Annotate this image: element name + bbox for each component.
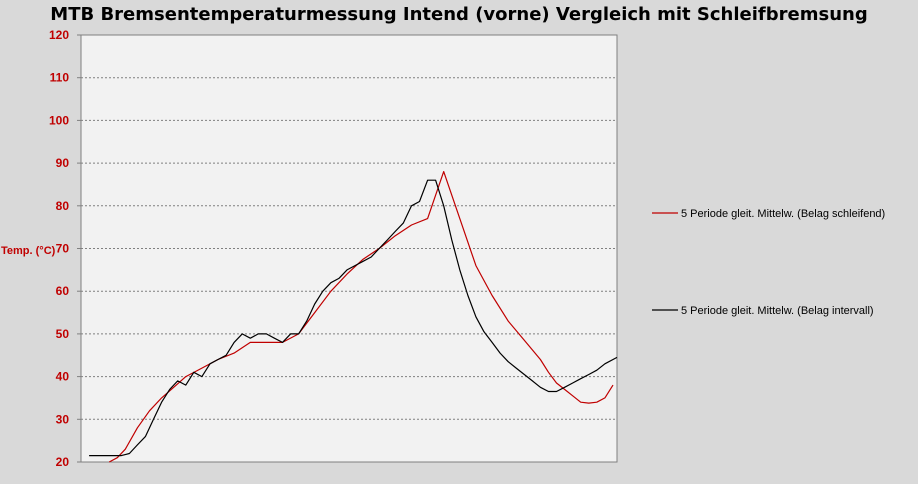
y-tick-label: 120 — [49, 28, 69, 42]
y-tick-label: 40 — [56, 370, 70, 384]
y-axis-ticks: 20 30 40 50 60 70 80 90 100 110 120 — [49, 28, 81, 469]
series-lines — [89, 171, 618, 463]
y-tick-label: 80 — [56, 199, 70, 213]
y-tick-label: 60 — [56, 284, 70, 298]
y-tick-label: 90 — [56, 156, 70, 170]
chart-title: MTB Bremsentemperaturmessung Intend (vor… — [50, 4, 868, 25]
series-line-2 — [89, 179, 618, 457]
legend-label-1: 5 Periode gleit. Mittelw. (Belag schleif… — [681, 208, 885, 220]
y-tick-label: 30 — [56, 412, 70, 426]
y-tick-label: 100 — [49, 113, 69, 127]
legend: 5 Periode gleit. Mittelw. (Belag schleif… — [652, 208, 885, 317]
y-axis-label: Temp. (°C) — [1, 245, 56, 257]
legend-label-2: 5 Periode gleit. Mittelw. (Belag interva… — [681, 305, 874, 317]
y-tick-label: 50 — [56, 327, 70, 341]
grid-lines — [81, 34, 617, 420]
y-tick-label: 20 — [56, 455, 70, 469]
y-tick-label: 70 — [56, 242, 70, 256]
y-tick-label: 110 — [50, 71, 70, 85]
